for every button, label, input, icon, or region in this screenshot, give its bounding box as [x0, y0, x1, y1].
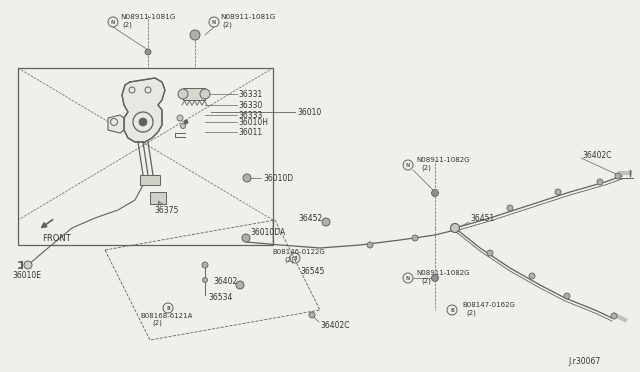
Text: J.r30067: J.r30067 [568, 357, 600, 366]
Text: B: B [450, 308, 454, 312]
Text: B: B [166, 305, 170, 311]
Circle shape [487, 250, 493, 256]
Text: 36010D: 36010D [263, 173, 293, 183]
Text: 36451: 36451 [470, 214, 494, 222]
Circle shape [200, 89, 210, 99]
Text: (2): (2) [421, 278, 431, 284]
Text: B: B [293, 256, 297, 260]
Text: 36010DA: 36010DA [250, 228, 285, 237]
Circle shape [202, 278, 207, 282]
Circle shape [190, 30, 200, 40]
Circle shape [507, 205, 513, 211]
Circle shape [309, 312, 315, 318]
Circle shape [24, 261, 32, 269]
Circle shape [431, 275, 438, 282]
Circle shape [431, 189, 438, 196]
Bar [140, 175, 160, 185]
Circle shape [133, 112, 153, 132]
Circle shape [412, 235, 418, 241]
Circle shape [145, 87, 151, 93]
Text: N: N [406, 276, 410, 280]
Text: 36010H: 36010H [238, 118, 268, 126]
Text: 36452: 36452 [298, 214, 323, 222]
Circle shape [322, 218, 330, 226]
Text: 36330: 36330 [238, 100, 262, 109]
Circle shape [564, 293, 570, 299]
Circle shape [177, 115, 183, 121]
Text: 36375: 36375 [154, 205, 179, 215]
Text: 36010: 36010 [297, 108, 321, 116]
Text: N: N [406, 163, 410, 167]
Text: N08911-1082G: N08911-1082G [416, 270, 470, 276]
Text: FRONT: FRONT [42, 234, 71, 243]
Polygon shape [108, 115, 124, 133]
Text: (2): (2) [152, 320, 162, 326]
Text: (2): (2) [421, 165, 431, 171]
Text: N08911-1081G: N08911-1081G [120, 14, 175, 20]
Text: 36402: 36402 [213, 278, 237, 286]
Circle shape [180, 124, 186, 128]
Text: 36545: 36545 [300, 267, 324, 276]
Circle shape [129, 87, 135, 93]
Text: B08146-0122G: B08146-0122G [272, 249, 324, 255]
Circle shape [236, 281, 244, 289]
Circle shape [202, 262, 208, 268]
Text: B08168-6121A: B08168-6121A [140, 313, 193, 319]
Bar [18, 68, 273, 245]
Circle shape [451, 224, 460, 232]
Text: (2): (2) [122, 22, 132, 28]
Circle shape [367, 242, 373, 248]
Text: 36402C: 36402C [582, 151, 611, 160]
Text: 36010E: 36010E [12, 270, 41, 279]
Circle shape [111, 119, 118, 125]
Circle shape [139, 118, 147, 126]
Circle shape [555, 189, 561, 195]
Text: N08911-1081G: N08911-1081G [220, 14, 275, 20]
Circle shape [243, 174, 251, 182]
Bar [150, 192, 166, 204]
Circle shape [242, 234, 250, 242]
Circle shape [611, 313, 617, 319]
Text: N: N [212, 19, 216, 25]
Text: 36011: 36011 [238, 128, 262, 137]
Text: B08147-0162G: B08147-0162G [462, 302, 515, 308]
Circle shape [184, 120, 188, 124]
Circle shape [145, 49, 151, 55]
Text: (2): (2) [466, 310, 476, 316]
Circle shape [529, 273, 535, 279]
Text: 36402C: 36402C [320, 321, 349, 330]
Bar [183, 88, 205, 100]
Polygon shape [122, 78, 165, 142]
Text: (2): (2) [284, 257, 294, 263]
Text: 36331: 36331 [238, 90, 262, 99]
Text: (2): (2) [222, 22, 232, 28]
Text: 36333: 36333 [238, 110, 262, 119]
Circle shape [597, 179, 603, 185]
Text: 36534: 36534 [208, 292, 232, 301]
Text: N08911-1082G: N08911-1082G [416, 157, 470, 163]
Circle shape [615, 173, 621, 179]
Circle shape [178, 89, 188, 99]
Text: N: N [111, 19, 115, 25]
